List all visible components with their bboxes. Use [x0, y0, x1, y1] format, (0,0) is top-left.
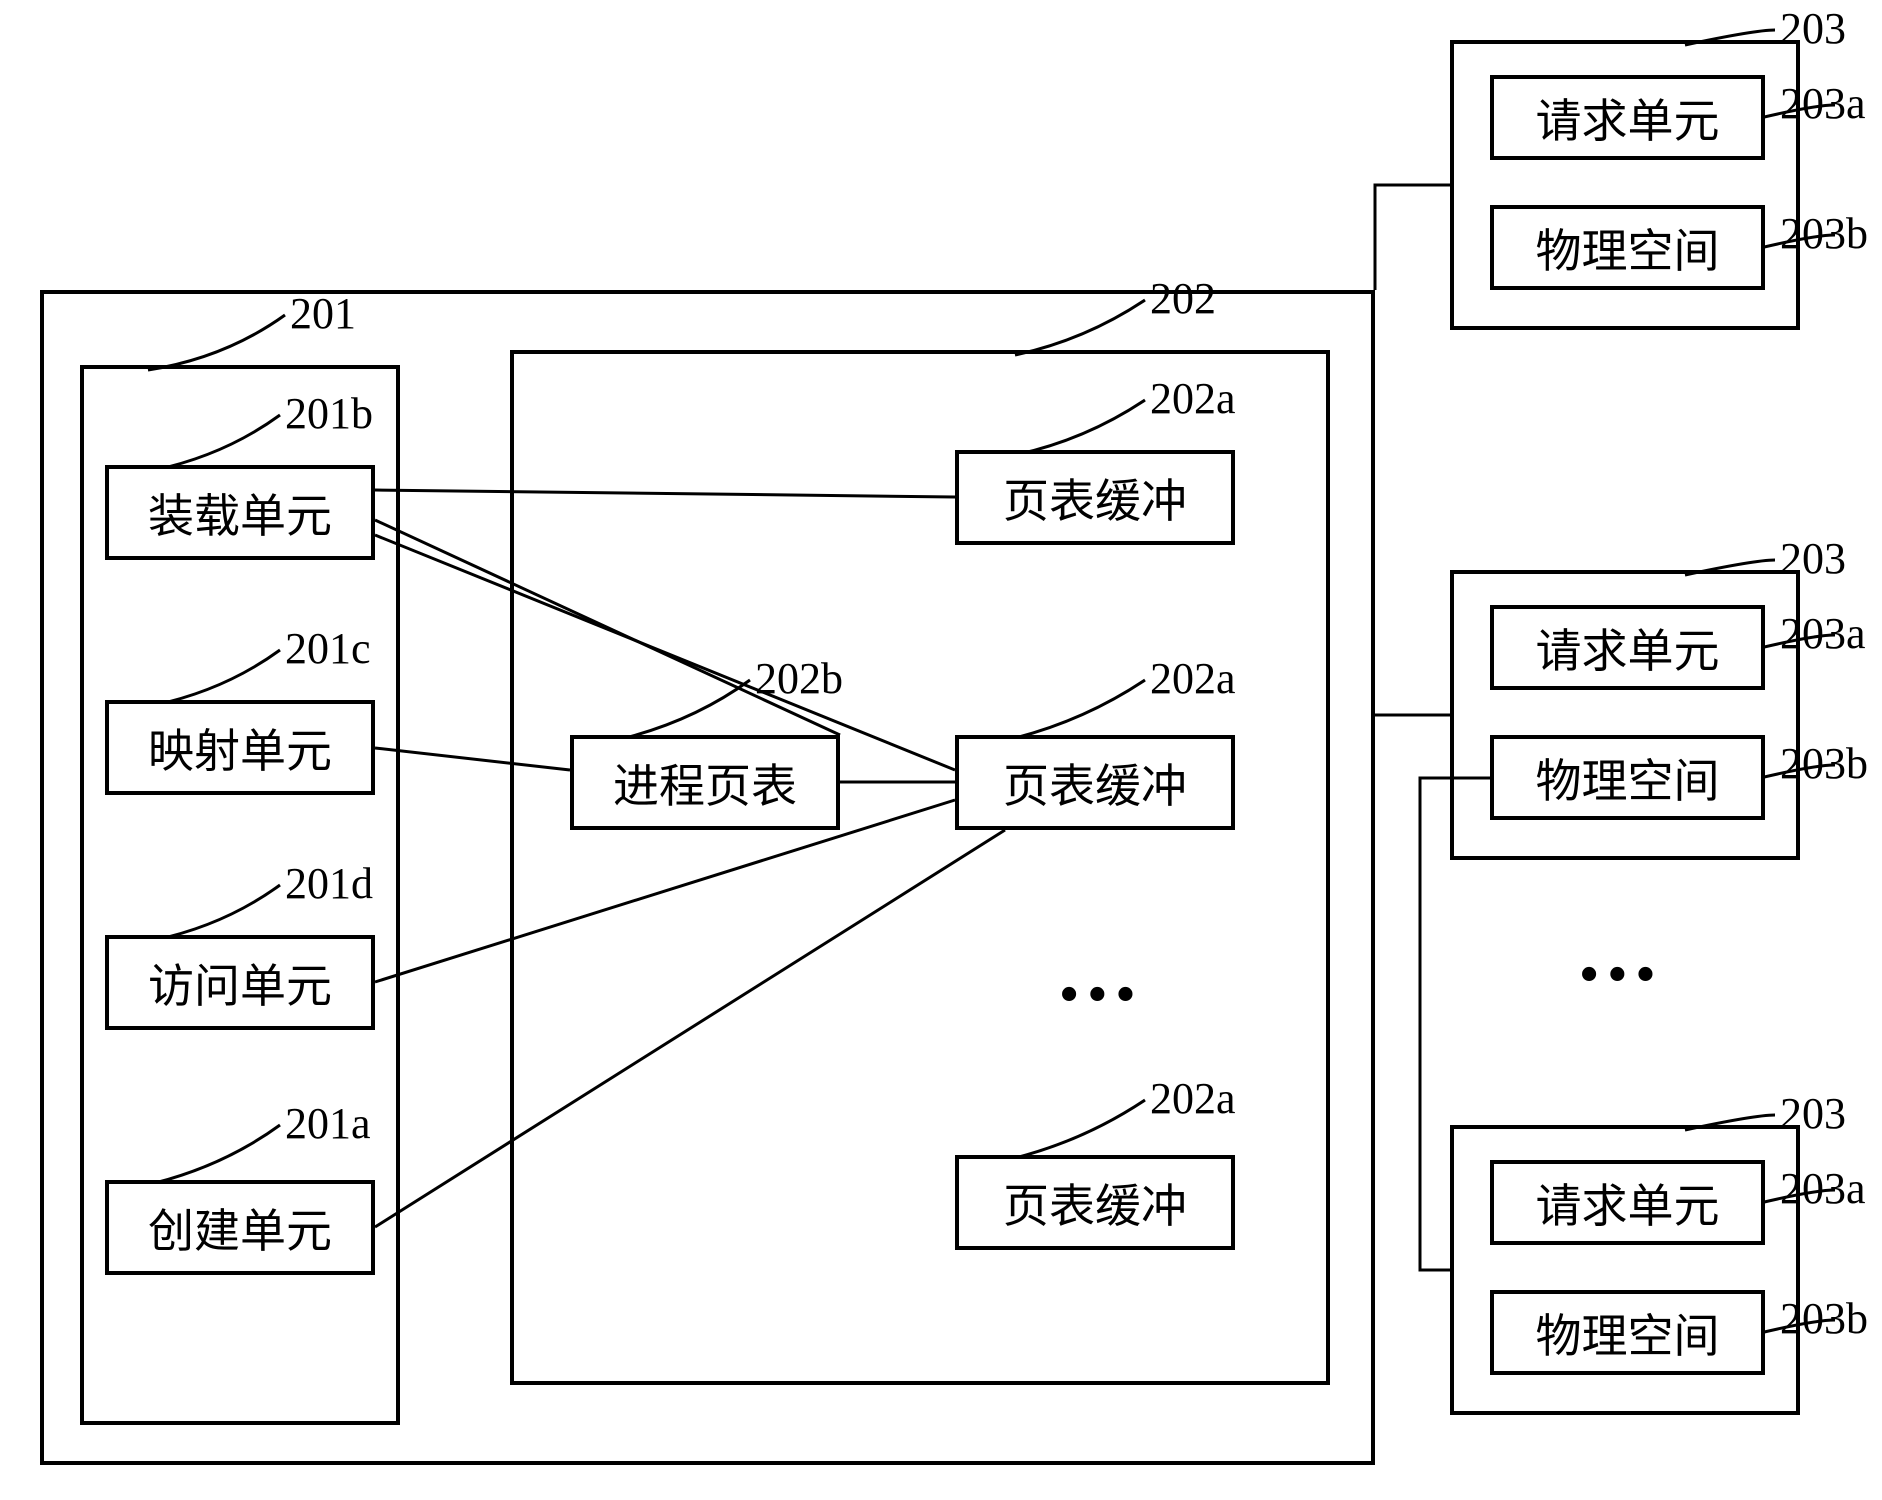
label-203a-1: 203a	[1780, 78, 1866, 129]
label-202b: 202b	[755, 653, 843, 704]
label-202: 202	[1150, 273, 1216, 324]
label-201d: 201d	[285, 858, 373, 909]
block-203a-1-text: 请求单元	[1536, 85, 1720, 151]
block-202a-3: 页表缓冲	[955, 1155, 1235, 1250]
block-203a-3: 请求单元	[1490, 1160, 1765, 1245]
block-203a-2-text: 请求单元	[1536, 615, 1720, 681]
label-203b-2: 203b	[1780, 738, 1868, 789]
block-202a-2-text: 页表缓冲	[1003, 750, 1187, 816]
block-201d: 访问单元	[105, 935, 375, 1030]
block-201a: 创建单元	[105, 1180, 375, 1275]
block-203b-1: 物理空间	[1490, 205, 1765, 290]
block-201d-text: 访问单元	[148, 950, 332, 1016]
label-203-2: 203	[1780, 533, 1846, 584]
block-202b-text: 进程页表	[613, 750, 797, 816]
block-201b-text: 装载单元	[148, 480, 332, 546]
label-203-3: 203	[1780, 1088, 1846, 1139]
label-203a-2: 203a	[1780, 608, 1866, 659]
block-203b-1-text: 物理空间	[1536, 215, 1720, 281]
label-202a-3: 202a	[1150, 1073, 1236, 1124]
label-201b: 201b	[285, 388, 373, 439]
block-203b-3-text: 物理空间	[1536, 1300, 1720, 1366]
block-201c: 映射单元	[105, 700, 375, 795]
block-203b-3: 物理空间	[1490, 1290, 1765, 1375]
block-203a-1: 请求单元	[1490, 75, 1765, 160]
block-203b-2-text: 物理空间	[1536, 745, 1720, 811]
block-202a-1-text: 页表缓冲	[1003, 465, 1187, 531]
ellipsis-2: •••	[1580, 945, 1665, 1004]
label-201: 201	[290, 288, 356, 339]
block-201a-text: 创建单元	[148, 1195, 332, 1261]
block-202a-1: 页表缓冲	[955, 450, 1235, 545]
label-201c: 201c	[285, 623, 371, 674]
diagram-canvas: 装载单元 映射单元 访问单元 创建单元 页表缓冲 进程页表 页表缓冲 页表缓冲 …	[0, 0, 1882, 1500]
ellipsis-1: •••	[1060, 965, 1145, 1024]
label-202a-1: 202a	[1150, 373, 1236, 424]
block-203a-3-text: 请求单元	[1536, 1170, 1720, 1236]
block-202a-3-text: 页表缓冲	[1003, 1170, 1187, 1236]
label-203-1: 203	[1780, 3, 1846, 54]
block-201c-text: 映射单元	[148, 715, 332, 781]
label-203b-1: 203b	[1780, 208, 1868, 259]
block-202a-2: 页表缓冲	[955, 735, 1235, 830]
label-201a: 201a	[285, 1098, 371, 1149]
label-202a-2: 202a	[1150, 653, 1236, 704]
block-201b: 装载单元	[105, 465, 375, 560]
block-203b-2: 物理空间	[1490, 735, 1765, 820]
label-203a-3: 203a	[1780, 1163, 1866, 1214]
label-203b-3: 203b	[1780, 1293, 1868, 1344]
block-202b: 进程页表	[570, 735, 840, 830]
block-203a-2: 请求单元	[1490, 605, 1765, 690]
